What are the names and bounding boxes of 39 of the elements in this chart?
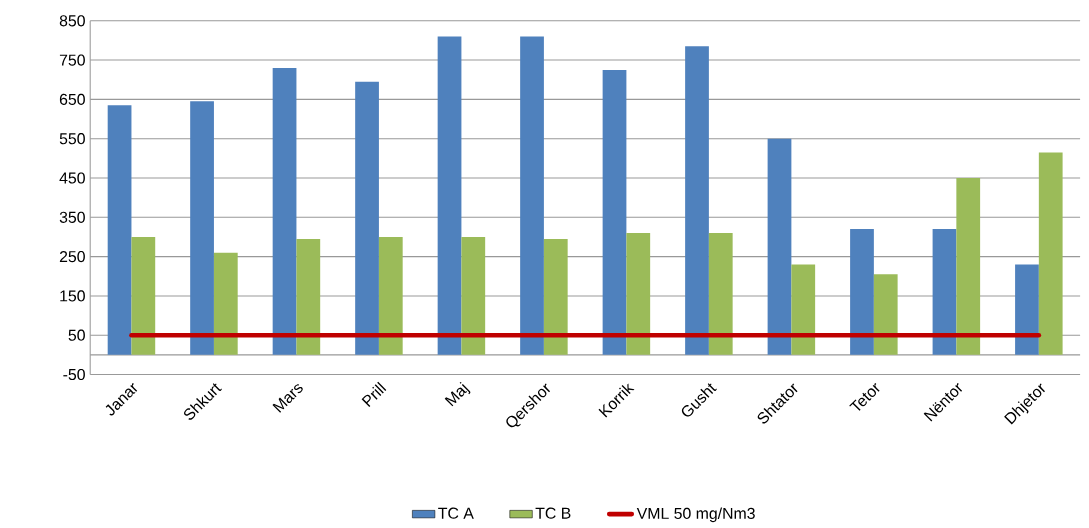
bar xyxy=(520,36,544,356)
y-tick-label: 350 xyxy=(59,211,85,224)
y-tick-label: 550 xyxy=(59,133,85,145)
bar xyxy=(956,178,981,356)
bar xyxy=(685,46,709,356)
bar xyxy=(272,68,297,356)
bar xyxy=(932,229,957,356)
bar xyxy=(355,81,379,356)
y-tick-label: 850 xyxy=(59,15,85,27)
bar xyxy=(850,229,874,356)
bar xyxy=(1015,264,1039,356)
y-tick-label: 50 xyxy=(68,329,85,341)
y-tick-label: 250 xyxy=(59,251,85,263)
y-tick-label: 150 xyxy=(60,290,85,302)
bar xyxy=(296,239,321,356)
y-tick-label: -50 xyxy=(63,369,85,381)
y-tick-label: 450 xyxy=(59,172,85,184)
bar xyxy=(378,237,403,356)
bar xyxy=(602,70,627,356)
bar xyxy=(1038,152,1063,356)
bar xyxy=(708,233,733,356)
bar xyxy=(213,252,238,356)
bar xyxy=(626,233,651,356)
legend-label: VML 50 mg/Nm3 xyxy=(636,507,755,523)
y-tick-label: 650 xyxy=(59,93,85,106)
bar xyxy=(873,274,898,356)
x-tick-label: Maj xyxy=(444,382,471,407)
bar xyxy=(791,264,816,356)
legend-label: TC A xyxy=(438,507,474,519)
bar xyxy=(190,101,214,356)
bar xyxy=(461,237,486,356)
bar xyxy=(107,105,132,356)
y-tick-label: 750 xyxy=(59,54,85,66)
legend-label: TC B xyxy=(535,507,571,519)
x-tick-label: Prill xyxy=(361,382,387,408)
bar xyxy=(131,237,156,356)
bar xyxy=(543,239,568,356)
bar xyxy=(767,138,792,356)
bar xyxy=(437,36,462,356)
